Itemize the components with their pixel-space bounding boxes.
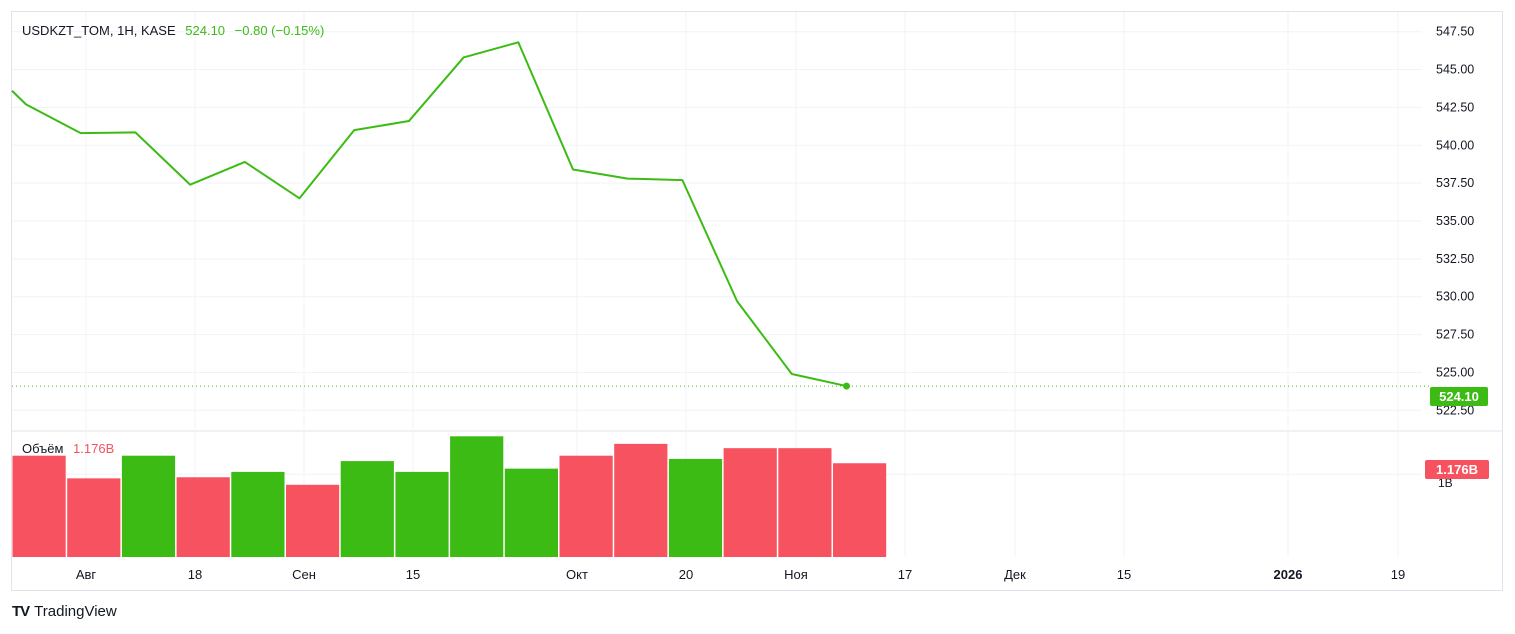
symbol-title[interactable]: USDKZT_TOM, 1H, KASE (22, 23, 176, 38)
volume-bar (668, 458, 723, 557)
volume-bar (723, 448, 777, 557)
volume-bar (12, 455, 66, 557)
volume-bar (176, 477, 230, 557)
y-tick-label: 525.00 (1436, 365, 1474, 379)
brand-name: TradingView (34, 603, 117, 620)
y-tick-label: 532.50 (1436, 252, 1474, 266)
volume-bar (121, 455, 176, 557)
y-tick-label: 535.00 (1436, 214, 1474, 228)
volume-bar (450, 436, 504, 557)
x-tick-label: 20 (679, 567, 693, 582)
last-price: 524.10 (185, 23, 226, 38)
y-tick-label: 522.50 (1436, 403, 1474, 417)
x-tick-label: Ноя (784, 567, 808, 582)
x-tick-label: Дек (1004, 567, 1026, 582)
y-tick-label: 537.50 (1436, 176, 1474, 190)
tradingview-logo[interactable]: TV TradingView (12, 603, 117, 620)
x-tick-label: 15 (1117, 567, 1131, 582)
x-tick-label: 15 (406, 567, 420, 582)
y-tick-label: 527.50 (1436, 328, 1474, 342)
volume-axis-tick: 1B (1438, 476, 1453, 490)
volume-bar (559, 455, 613, 557)
volume-bar (67, 478, 121, 557)
x-tick-label: Авг (76, 567, 97, 582)
x-tick-label: 18 (188, 567, 202, 582)
volume-bar (778, 448, 832, 557)
y-tick-label: 542.50 (1436, 100, 1474, 114)
y-tick-label: 547.50 (1436, 25, 1474, 39)
y-tick-label: 540.00 (1436, 138, 1474, 152)
x-tick-label: Окт (566, 567, 588, 582)
symbol-legend: USDKZT_TOM, 1H, KASE 524.10 −0.80 (−0.15… (22, 23, 324, 38)
volume-label[interactable]: Объём (22, 441, 64, 456)
x-tick-label: Сен (292, 567, 316, 582)
tradingview-icon: TV (12, 603, 30, 620)
price-badge: 524.10 (1430, 387, 1488, 406)
y-tick-label: 545.00 (1436, 63, 1474, 77)
last-price-marker (843, 382, 850, 390)
volume-bar (340, 461, 394, 557)
volume-bar (395, 471, 449, 557)
price-change: −0.80 (−0.15%) (234, 23, 325, 38)
y-tick-label: 530.00 (1436, 290, 1474, 304)
chart-frame (11, 11, 1503, 591)
volume-bar (286, 484, 340, 557)
volume-badge: 1.176B (1425, 460, 1489, 479)
volume-legend: Объём 1.176B (22, 441, 114, 456)
volume-bar (833, 463, 887, 557)
volume-bar (614, 443, 668, 557)
volume-value: 1.176B (73, 441, 115, 456)
volume-bar (231, 471, 285, 557)
x-tick-label: 19 (1391, 567, 1405, 582)
volume-bar (504, 468, 558, 557)
x-tick-label: 2026 (1274, 567, 1303, 582)
x-tick-label: 17 (898, 567, 912, 582)
